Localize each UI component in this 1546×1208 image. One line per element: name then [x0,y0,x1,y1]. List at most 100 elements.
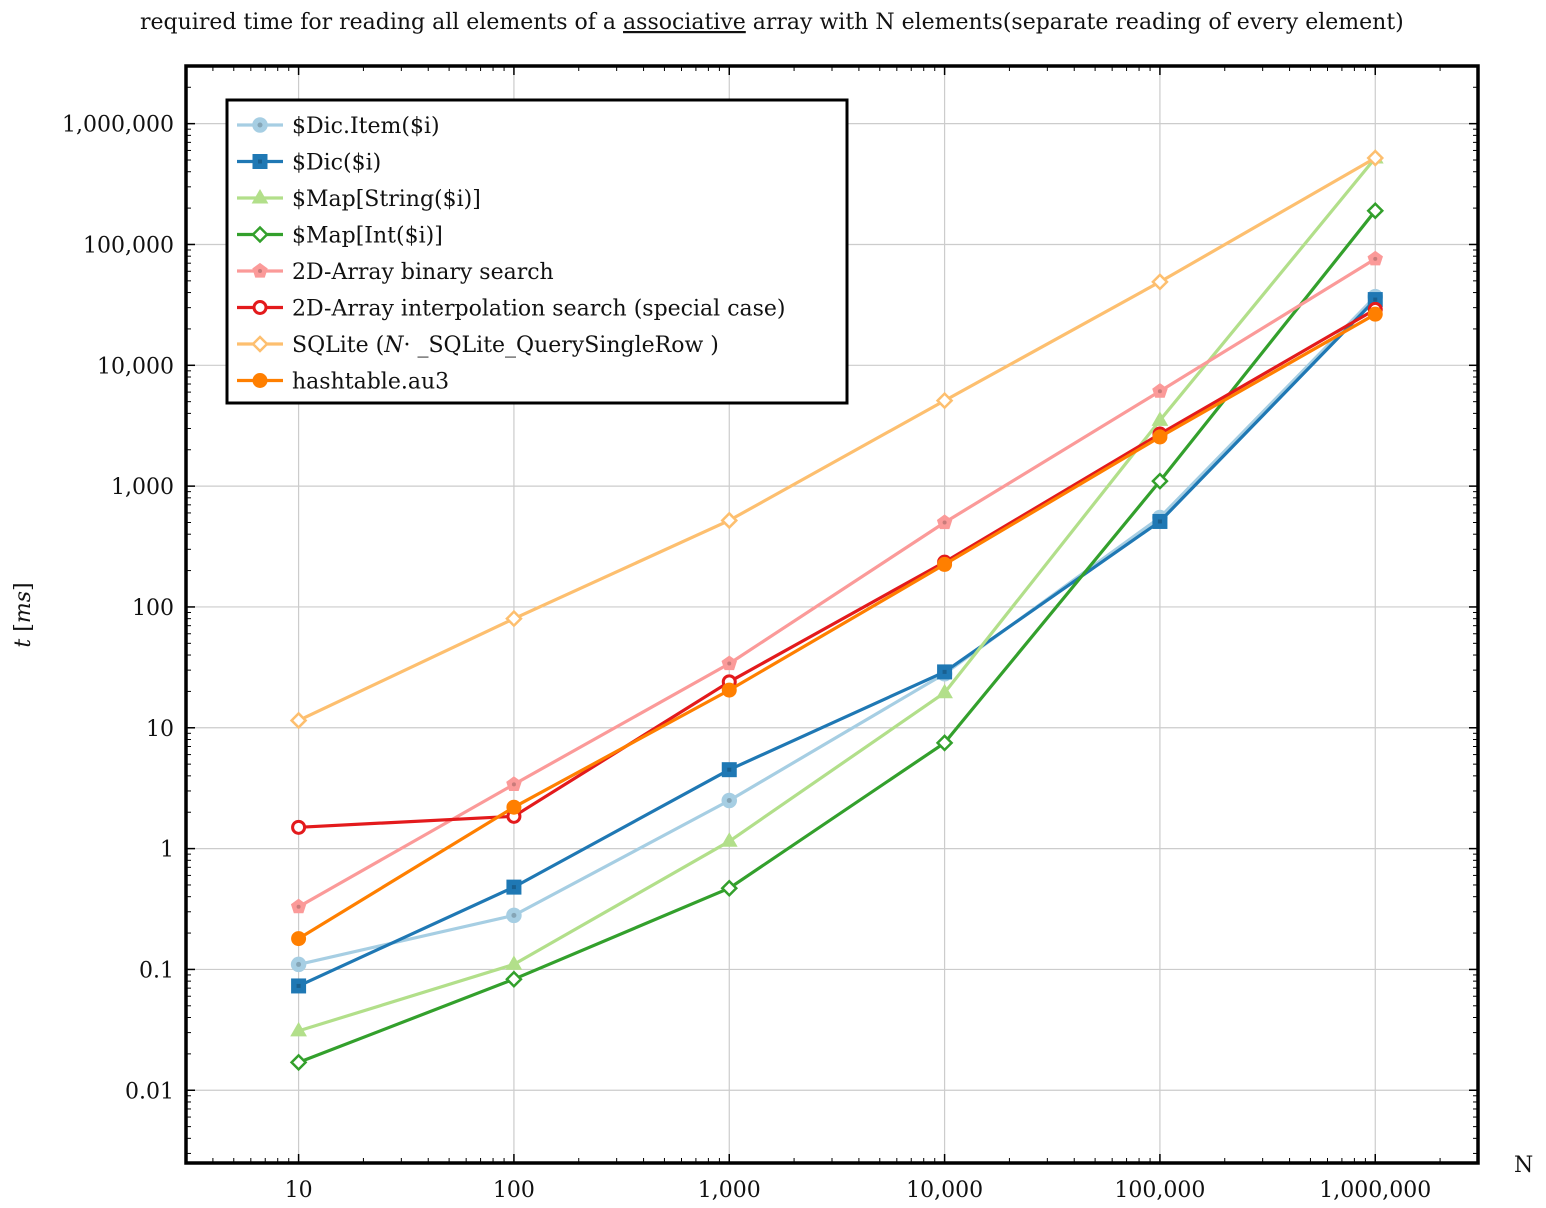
x-tick-label: 100,000 [1114,1178,1205,1203]
data-point [1151,273,1169,291]
y-axis-label-t: t [11,639,36,648]
legend-label-italic: N [383,333,404,358]
y-tick-label: 100 [132,596,174,621]
y-axis-label: t [ms] [11,582,36,647]
y-tick-label: 10 [146,717,174,742]
data-point [1367,306,1383,322]
series-8 [291,306,1383,947]
data-point [289,1053,308,1072]
y-tick-label: 1 [160,838,174,863]
y-tick-label: 0.01 [125,1079,174,1104]
y-tick-label: 10,000 [97,354,174,379]
data-point [505,609,523,628]
legend-entry-3: $Map[String($i)] [237,187,481,212]
tick-labels: 10 100 1,000 10,000 100,000 1,000,000 0.01 0.1 1… [62,113,1431,1203]
legend-swatch-marker-center [258,159,262,164]
y-axis-label-ms: ms [11,591,36,623]
legend-entry-1: $Dic.Item($i) [237,114,440,139]
legend-swatch-marker [251,225,269,244]
legend-swatch-marker [251,335,269,353]
chart-title: required time for reading all elements o… [140,10,1404,35]
plot-frame [184,64,1480,1165]
y-tick-label: 100,000 [83,233,174,258]
x-axis-label: N [1514,1153,1533,1178]
y-axis-label-close: ] [11,582,36,591]
data-point [506,799,522,815]
series-2 [291,292,1383,994]
data-point-center [296,961,302,967]
y-tick-label: 1,000 [111,475,174,500]
data-point-center [942,669,947,674]
data-point [1151,472,1169,490]
legend-label: 2D-Array binary search [292,260,554,285]
y-axis-label-open: [ [11,623,36,639]
data-point [721,682,737,698]
data-point [1152,429,1168,445]
legend-label: $Map[String($i)] [292,187,481,212]
data-point-center [1157,389,1162,394]
data-point [1366,149,1385,167]
series-5 [290,250,1383,914]
legend-label-suffix: · _SQLite_QuerySingleRow ) [403,333,718,358]
legend-box [225,98,849,405]
data-point-center [1373,256,1378,261]
data-point-center [511,782,516,787]
legend-swatch-marker [252,373,268,388]
series-layer [289,148,1385,1072]
data-point [935,391,954,410]
legend-swatch-marker [252,300,268,315]
series-line [297,312,1377,940]
y-tick-label: 0.1 [139,958,174,983]
legend-swatch-marker [251,188,269,204]
data-point [1151,411,1169,426]
data-point [937,556,953,572]
series-line [298,209,1377,1064]
legend-entry-4: $Map[Int($i)] [237,224,443,249]
x-tick-label: 100 [493,1178,535,1203]
series-line [297,257,1377,909]
legend-entry-7: SQLite (N· _SQLite_QuerySingleRow ) [237,333,719,358]
legend-entry-8: hashtable.au3 [237,370,449,395]
series-line [298,156,1377,1033]
data-point-center [296,983,301,988]
data-point [720,511,739,530]
series-line [298,308,1377,829]
legend-swatch-marker-center [257,122,263,128]
data-point-center [727,767,732,772]
x-tick-label: 1,000,000 [1319,1178,1431,1203]
data-point-center [1373,297,1378,302]
data-point [720,879,739,897]
data-point-center [1157,519,1162,524]
data-point [290,1021,307,1037]
data-point-center [511,912,517,918]
legend-swatch-marker-center [258,269,262,273]
x-tick-label: 10 [285,1178,313,1203]
data-point [1366,202,1385,220]
data-point-center [296,904,301,909]
legend-label: hashtable.au3 [292,370,449,395]
data-point-center [727,661,732,666]
legend-entry-5: 2D-Array binary search [237,260,554,285]
legend-label: 2D-Array interpolation search (special c… [292,297,786,322]
legend: $Dic.Item($i) $Dic($i) $Map[String($i)] $Ma… [225,98,849,405]
series-line [298,295,1377,966]
legend-entry-6: 2D-Array interpolation search (special c… [237,297,786,322]
legend-label-prefix: SQLite ( [292,333,384,358]
y-tick-label: 1,000,000 [62,113,174,138]
legend-label: $Map[Int($i)] [292,224,443,249]
legend-label: $Dic($i) [292,151,381,176]
chart-title-part-2: array with N elements(separate reading o… [746,10,1404,35]
series-line [297,298,1377,988]
data-point [505,955,523,970]
data-point-center [942,520,947,525]
x-tick-label: 1,000 [698,1178,761,1203]
series-4 [289,202,1385,1072]
x-tick-label: 10,000 [906,1178,983,1203]
legend-label: SQLite (N· _SQLite_QuerySingleRow ) [292,333,719,358]
data-point-center [511,885,516,890]
data-point [291,931,307,947]
chart-title-underlined: associative [623,10,746,35]
data-point [505,970,523,988]
data-point [291,819,307,835]
